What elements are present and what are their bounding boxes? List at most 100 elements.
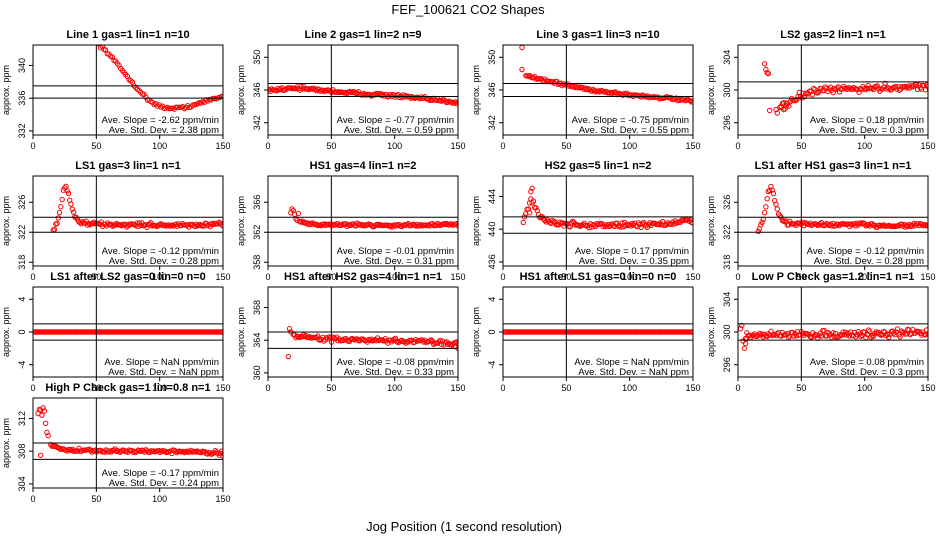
data-point	[626, 221, 633, 228]
data-point	[144, 224, 150, 231]
data-point	[77, 219, 83, 226]
y-tick-label: 436	[487, 254, 497, 269]
slope-annotation: Ave. Slope = -0.12 ppm/min	[102, 246, 219, 257]
data-point	[865, 327, 872, 333]
x-tick-label: 150	[920, 272, 935, 282]
y-axis-label: approx. ppm	[706, 65, 716, 115]
data-point	[118, 448, 125, 454]
panel-title: Line 2 gas=1 lin=2 n=9	[304, 29, 421, 41]
y-tick-label: -4	[17, 361, 27, 369]
data-point	[295, 210, 302, 217]
data-point	[785, 334, 792, 341]
panel: HS2 gas=5 lin=1 n=2 approx. ppm 0 50 100 150 4…	[471, 160, 701, 282]
panel: Low P Check gas=1.2 lin=1 n=1 approx. ppm…	[706, 271, 936, 393]
std-dev-annotation: Ave. Std. Dev. = 0.31 ppm	[344, 256, 454, 267]
data-point	[165, 222, 172, 228]
x-tick-label: 50	[91, 494, 101, 504]
data-point	[924, 82, 928, 88]
data-point	[317, 88, 323, 94]
std-dev-annotation: Ave. Std. Dev. = 0.28 ppm	[109, 256, 219, 267]
data-point	[275, 85, 281, 92]
slope-annotation: Ave. Slope = -0.01 ppm/min	[337, 246, 454, 257]
data-point	[741, 345, 748, 352]
data-point	[220, 453, 223, 459]
data-point	[739, 322, 745, 329]
data-point	[175, 104, 181, 111]
y-tick-label: 318	[722, 255, 732, 270]
panel: HS1 after LS1 gas=0 lin=0 n=0 approx. ppm…	[471, 271, 701, 393]
data-point	[168, 450, 175, 457]
data-point	[842, 329, 849, 335]
data-point	[529, 185, 535, 191]
x-tick-label: 0	[500, 383, 505, 393]
panel-title: HS1 after LS1 gas=0 lin=0 n=0	[520, 271, 677, 283]
data-point	[519, 66, 525, 73]
panel-title: LS1 after LS2 gas=0 lin=0 n=0	[50, 271, 206, 283]
data-point	[911, 83, 917, 89]
data-point	[51, 226, 58, 233]
x-tick-label: 0	[500, 272, 505, 282]
data-point	[637, 93, 643, 99]
data-point	[839, 332, 845, 338]
panel-title: Line 3 gas=1 lin=3 n=10	[536, 29, 659, 41]
data-point	[764, 196, 770, 202]
y-tick-label: 4	[487, 297, 497, 302]
x-tick-label: 150	[685, 383, 700, 393]
data-point	[286, 326, 293, 332]
y-tick-label: -4	[487, 361, 497, 369]
y-tick-label: 326	[722, 195, 732, 210]
data-point	[868, 334, 874, 340]
panel-title: LS2 gas=2 lin=1 n=1	[780, 29, 885, 41]
y-tick-label: 0	[17, 329, 27, 334]
data-point	[557, 219, 563, 225]
slope-annotation: Ave. Slope = -0.08 ppm/min	[337, 357, 454, 368]
data-point	[884, 331, 891, 338]
y-axis-label: approx. ppm	[706, 307, 716, 357]
data-point	[526, 210, 533, 216]
plot-frame	[502, 175, 694, 267]
x-tick-label: 50	[796, 141, 806, 151]
data-point	[454, 100, 458, 107]
data-point	[813, 221, 820, 227]
data-point	[599, 221, 605, 227]
y-tick-label: 366	[252, 195, 262, 210]
data-point	[69, 206, 75, 212]
data-point	[220, 450, 223, 456]
data-point	[70, 209, 77, 215]
data-point	[112, 222, 119, 228]
data-point	[918, 332, 925, 338]
data-point	[436, 221, 442, 227]
data-point	[569, 218, 576, 225]
y-tick-label: 364	[252, 333, 262, 348]
data-point	[918, 221, 925, 227]
y-tick-label: 0	[487, 329, 497, 334]
data-point	[289, 206, 295, 212]
panel-title: HS2 gas=5 lin=1 n=2	[545, 160, 652, 172]
y-axis-label: approx. ppm	[471, 196, 481, 246]
data-point	[886, 334, 892, 340]
data-point	[873, 329, 879, 335]
panels: Line 1 gas=1 lin=1 n=10 approx. ppm 0 50 100…	[1, 29, 936, 504]
std-dev-annotation: Ave. Std. Dev. = 0.28 ppm	[814, 256, 924, 267]
data-point	[396, 94, 403, 101]
data-point	[874, 83, 880, 89]
data-point	[56, 209, 63, 216]
x-tick-label: 0	[30, 141, 35, 151]
data-point	[780, 106, 787, 113]
data-point	[360, 336, 367, 343]
data-point	[773, 106, 779, 113]
std-dev-annotation: Ave. Std. Dev. = 0.24 ppm	[109, 478, 219, 489]
data-point	[294, 217, 300, 223]
data-point	[454, 339, 458, 345]
x-tick-label: 100	[622, 383, 637, 393]
data-point	[858, 333, 864, 340]
data-point	[355, 89, 362, 95]
data-point	[297, 87, 303, 93]
std-dev-annotation: Ave. Std. Dev. = 0.59 ppm	[344, 125, 454, 136]
y-tick-label: 322	[17, 225, 27, 240]
std-dev-annotation: Ave. Std. Dev. = NaN ppm	[108, 367, 219, 378]
panel: LS2 gas=2 lin=1 n=1 approx. ppm 0 50 100 150 2…	[706, 29, 936, 151]
data-point	[59, 196, 65, 203]
y-tick-label: 304	[17, 476, 27, 491]
